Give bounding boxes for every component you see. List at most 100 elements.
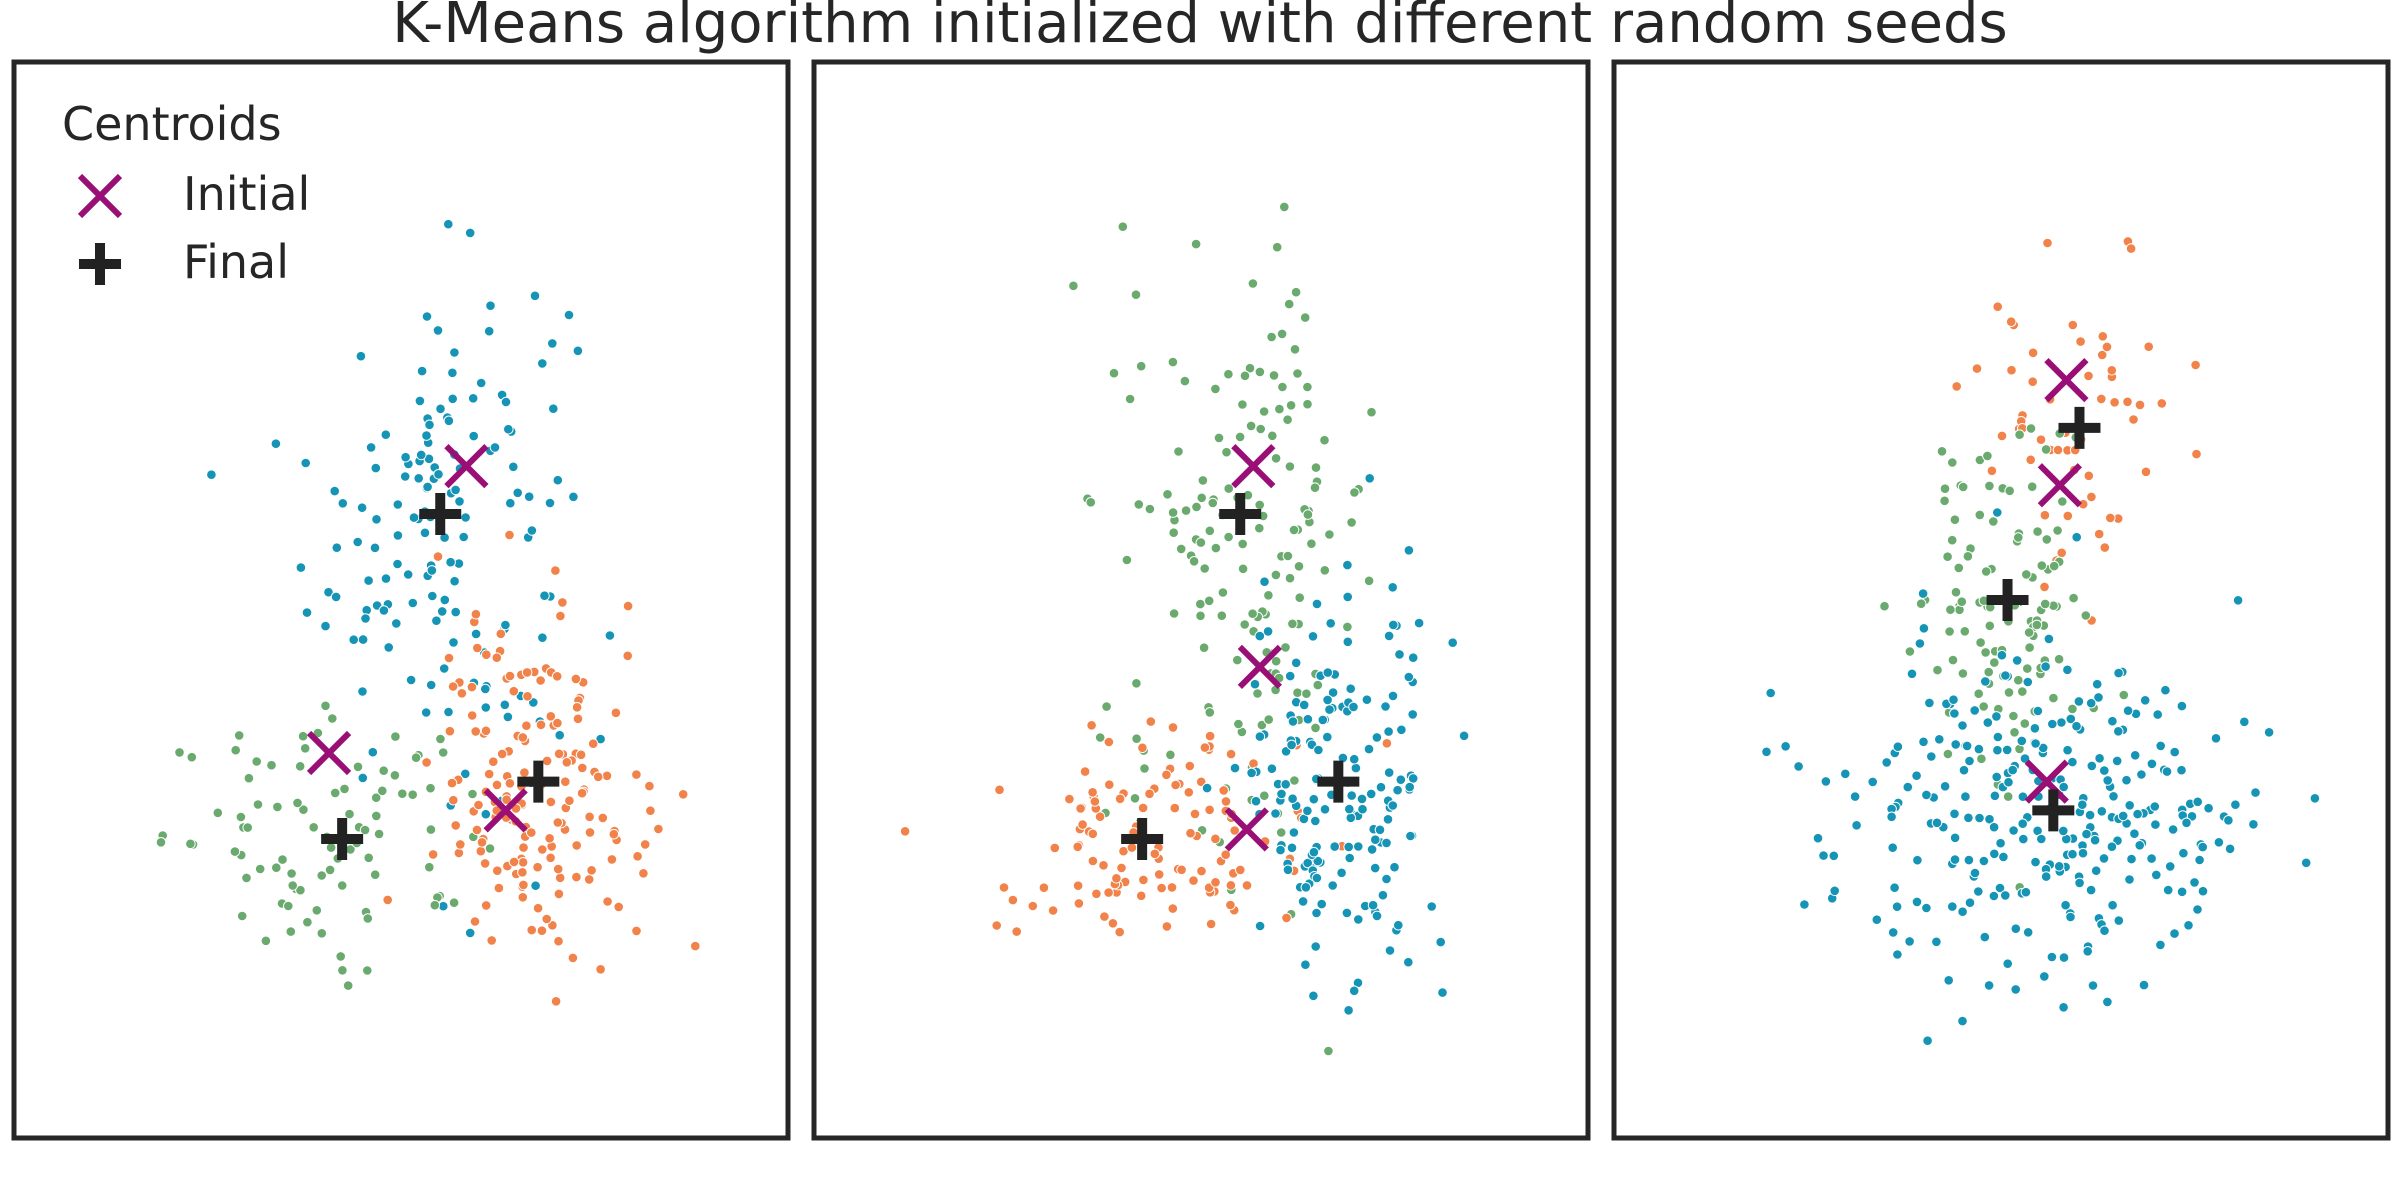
data-point-green — [260, 935, 272, 947]
data-point-teal — [1357, 803, 1368, 815]
data-point-teal — [2197, 885, 2209, 897]
data-point-teal — [1348, 701, 1359, 713]
data-point-teal — [2121, 774, 2132, 786]
data-point-orange — [471, 824, 483, 836]
data-point-green — [2048, 692, 2059, 704]
data-point-orange — [1229, 825, 1240, 836]
data-point-green — [1085, 497, 1097, 508]
data-point-green — [2022, 663, 2033, 674]
data-point-teal — [1262, 626, 1274, 637]
data-point-orange — [1099, 911, 1110, 922]
final-centroid-marker — [2032, 789, 2075, 832]
data-point-teal — [1369, 862, 1381, 874]
data-point-green — [2068, 592, 2079, 604]
data-point-teal — [1963, 812, 1974, 824]
data-point-teal — [1793, 761, 1804, 772]
data-point-green — [1956, 596, 1968, 608]
data-point-teal — [2152, 709, 2163, 720]
data-point-teal — [407, 597, 419, 609]
data-point-teal — [2107, 899, 2118, 911]
data-point-orange — [584, 827, 596, 838]
data-point-teal — [1302, 857, 1313, 869]
data-point-green — [2017, 686, 2028, 697]
data-point-green — [1982, 450, 1993, 462]
data-point-teal — [2090, 865, 2102, 877]
data-point-orange — [1047, 905, 1059, 916]
data-point-teal — [1974, 812, 1985, 824]
data-point-orange — [991, 920, 1003, 931]
data-point-teal — [2107, 715, 2118, 727]
data-point-green — [1197, 475, 1209, 486]
data-point-teal — [1964, 897, 1976, 909]
data-point-teal — [1250, 795, 1262, 807]
data-point-teal — [2074, 877, 2085, 889]
data-point-green — [1309, 482, 1321, 494]
data-point-green — [1976, 753, 1987, 765]
data-point-green — [1252, 688, 1263, 699]
data-point-teal — [1370, 834, 1381, 846]
data-point-green — [1267, 430, 1278, 442]
data-point-teal — [1892, 741, 1904, 753]
data-point-orange — [1138, 874, 1149, 886]
data-point-green — [1302, 509, 1314, 520]
data-point-teal — [1327, 687, 1339, 698]
data-point-teal — [1887, 927, 1899, 938]
data-point-teal — [1371, 732, 1383, 743]
data-point-orange — [493, 882, 505, 894]
data-point-teal — [1980, 676, 1991, 687]
data-point-teal — [1249, 678, 1261, 690]
data-point-green — [1244, 362, 1256, 374]
data-point-orange — [535, 719, 547, 731]
data-point-orange — [1971, 363, 1983, 374]
data-point-green — [1133, 499, 1145, 510]
panel-3 — [1611, 59, 2391, 1141]
data-point-green — [1124, 393, 1136, 405]
initial-centroid-marker — [1224, 807, 1269, 852]
data-point-teal — [1345, 683, 1356, 695]
data-point-orange — [1188, 875, 1199, 886]
data-point-green — [1210, 383, 1221, 395]
data-point-teal — [464, 927, 476, 939]
data-point-teal — [2176, 764, 2187, 776]
data-point-teal — [348, 634, 360, 646]
data-point-teal — [1949, 808, 1960, 820]
data-point-teal — [554, 729, 566, 741]
data-point-teal — [480, 683, 491, 695]
data-point-teal — [2129, 828, 2140, 840]
initial-centroid-marker — [483, 788, 528, 833]
data-point-teal — [1329, 841, 1340, 852]
data-point-teal — [1290, 657, 1302, 669]
data-point-teal — [1383, 767, 1395, 778]
data-point-teal — [1300, 959, 1311, 971]
data-point-teal — [1346, 790, 1357, 801]
data-point-teal — [1280, 779, 1291, 790]
data-point-teal — [604, 630, 616, 641]
data-point-orange — [572, 713, 584, 725]
data-point-teal — [1989, 790, 2001, 802]
data-point-green — [1196, 492, 1207, 504]
data-point-green — [1168, 608, 1180, 619]
data-point-green — [2013, 674, 2024, 686]
data-point-green — [336, 880, 348, 891]
data-point-orange — [2086, 491, 2097, 503]
data-point-green — [435, 733, 446, 745]
data-point-teal — [1286, 842, 1298, 854]
data-point-green — [1310, 722, 1321, 734]
data-point-teal — [1322, 694, 1333, 706]
data-point-green — [1949, 514, 1961, 526]
data-point-teal — [2309, 793, 2321, 804]
data-point-teal — [2060, 899, 2071, 911]
data-point-orange — [564, 795, 575, 807]
data-point-teal — [295, 562, 307, 573]
data-point-green — [2036, 560, 2048, 571]
data-point-teal — [2113, 726, 2124, 737]
data-point-green — [1195, 610, 1206, 622]
data-point-orange — [491, 652, 503, 664]
data-point-teal — [365, 442, 377, 453]
data-point-orange — [2083, 370, 2094, 382]
data-point-green — [1953, 562, 1965, 574]
data-point-green — [1980, 566, 1992, 577]
data-point-orange — [470, 726, 482, 737]
data-point-teal — [1311, 872, 1323, 884]
data-point-green — [2008, 710, 2019, 722]
